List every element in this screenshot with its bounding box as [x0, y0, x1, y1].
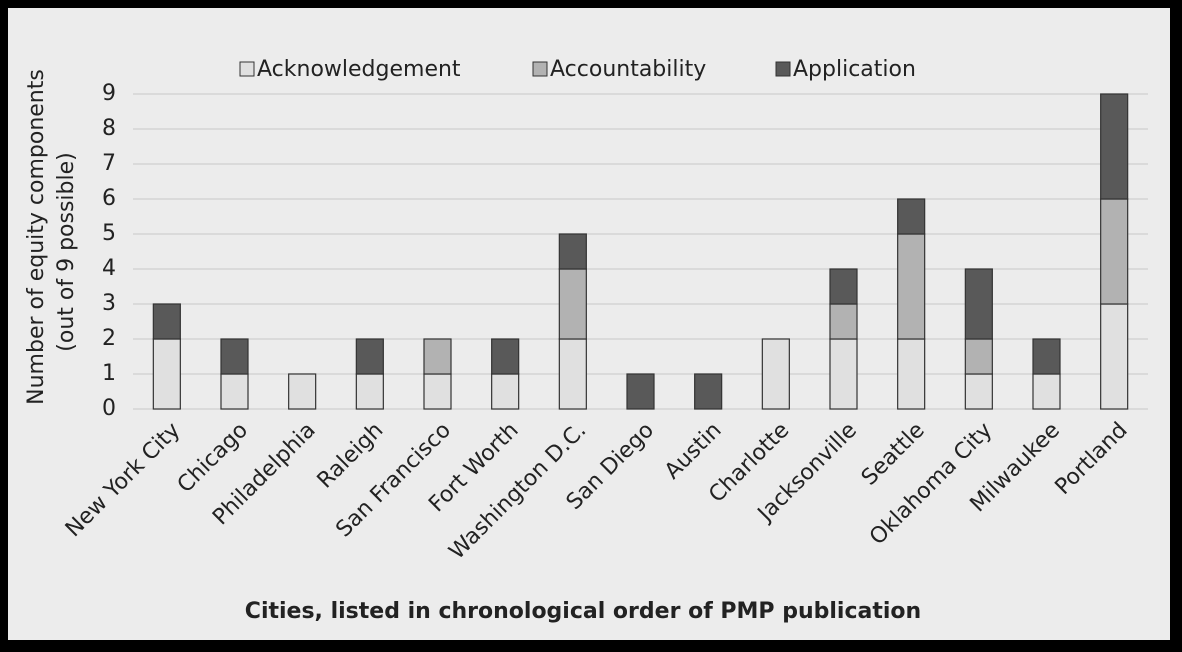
bar-segment: [1032, 373, 1061, 410]
y-tick-label: 8: [102, 116, 116, 141]
bar-segment: [558, 338, 587, 410]
bar-segment: [1100, 93, 1129, 200]
bar-segment: [964, 268, 993, 340]
legend-swatch: [532, 61, 548, 77]
y-tick-label: 1: [102, 361, 116, 386]
bar-segment: [829, 268, 858, 305]
bar-segment: [964, 338, 993, 375]
bar-segment: [1100, 303, 1129, 410]
bar-segment: [829, 338, 858, 410]
y-tick-label: 4: [102, 256, 116, 281]
bar-segment: [491, 338, 520, 375]
bar-segment: [423, 373, 452, 410]
bar-segment: [761, 338, 790, 410]
bar-segment: [288, 373, 317, 410]
y-tick-label: 6: [102, 186, 116, 211]
bar-segment: [694, 373, 723, 410]
legend-label: Accountability: [550, 57, 706, 82]
legend-swatch: [239, 61, 255, 77]
y-axis-title: Number of equity components: [24, 69, 49, 405]
y-tick-label: 0: [102, 396, 116, 421]
bar-segment: [355, 373, 384, 410]
bar-segment: [152, 303, 181, 340]
y-tick-label: 7: [102, 151, 116, 176]
bar-segment: [220, 373, 249, 410]
y-axis-title: (out of 9 possible): [54, 152, 79, 351]
bar-segment: [423, 338, 452, 375]
legend-label: Acknowledgement: [257, 57, 461, 82]
bar-segment: [558, 233, 587, 270]
legend-swatch: [775, 61, 791, 77]
bar-segment: [220, 338, 249, 375]
legend-label: Application: [793, 57, 916, 82]
bar-segment: [897, 338, 926, 410]
bar-segment: [355, 338, 384, 375]
bar-segment: [1100, 198, 1129, 305]
bar-segment: [558, 268, 587, 340]
bar-segment: [897, 233, 926, 340]
bar-segment: [152, 338, 181, 410]
bar-segment: [1032, 338, 1061, 375]
x-axis-title: Cities, listed in chronological order of…: [245, 599, 921, 624]
y-tick-label: 2: [102, 326, 116, 351]
bar-segment: [964, 373, 993, 410]
bar-segment: [626, 373, 655, 410]
chart-background: [8, 8, 1170, 640]
y-tick-label: 3: [102, 291, 116, 316]
bar-segment: [491, 373, 520, 410]
bar-segment: [829, 303, 858, 340]
y-tick-label: 5: [102, 221, 116, 246]
y-tick-label: 9: [102, 81, 116, 106]
bar-segment: [897, 198, 926, 235]
